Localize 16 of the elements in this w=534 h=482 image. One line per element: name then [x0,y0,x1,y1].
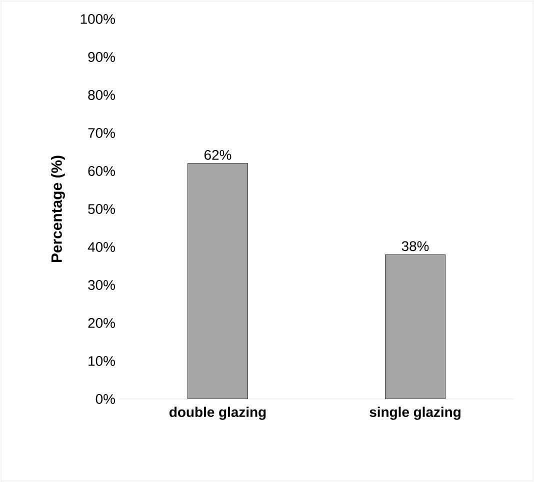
y-tick-label: 100% [80,14,115,24]
x-tick-label: double glazing [170,406,266,420]
y-tick-label: 80% [88,90,115,100]
y-tick-label: 10% [88,356,115,366]
y-tick-label: 0% [96,394,115,404]
y-tick-label: 20% [88,318,115,328]
data-label: 62% [204,150,232,160]
x-tick-label: single glazing [370,406,460,420]
y-tick-label: 30% [88,280,115,290]
y-tick-label: 60% [88,166,115,176]
data-label: 38% [402,241,429,252]
y-axis-title: Percentage (%) [50,156,65,262]
y-tick-label: 50% [88,204,115,214]
y-tick-label: 90% [88,52,115,62]
y-tick-label: 70% [88,128,115,138]
y-tick-label: 40% [88,242,115,252]
